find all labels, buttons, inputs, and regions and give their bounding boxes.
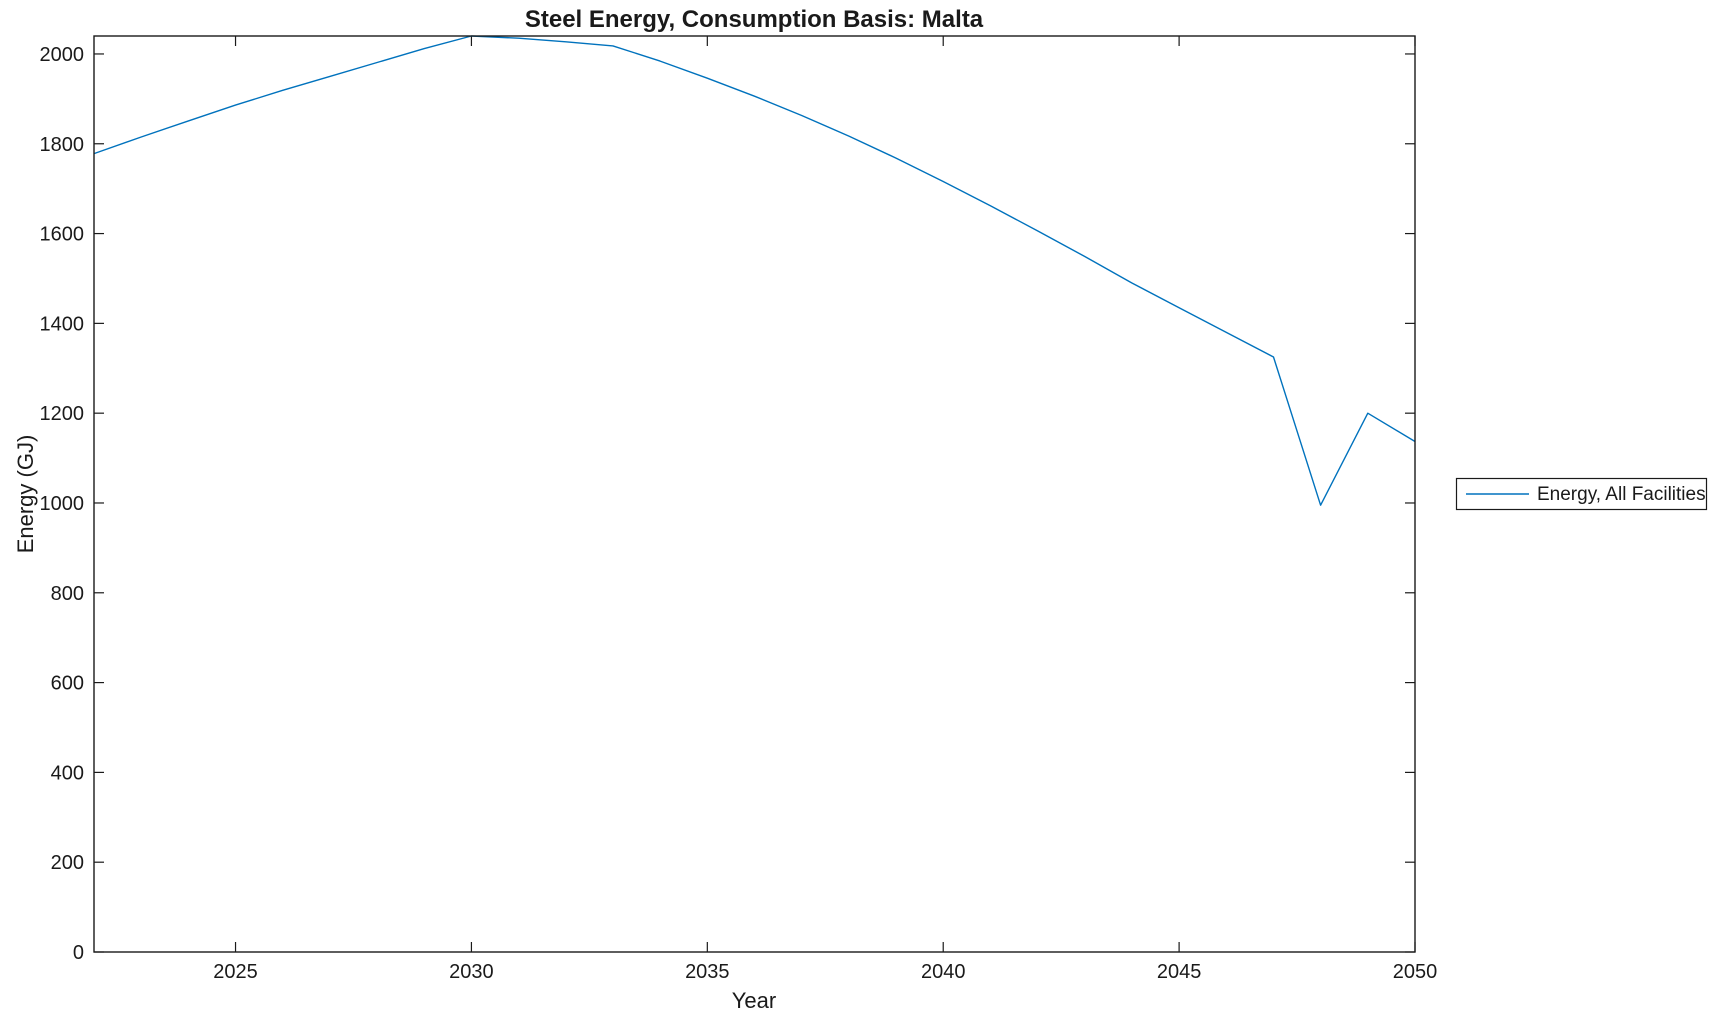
y-tick-label: 1200 (40, 403, 85, 425)
y-tick-label: 200 (51, 852, 84, 874)
x-tick-label: 2030 (449, 961, 494, 983)
y-tick-label: 0 (73, 942, 84, 964)
x-tick-label: 2040 (921, 961, 966, 983)
y-tick-label: 1800 (40, 134, 85, 156)
x-tick-label: 2035 (685, 961, 730, 983)
series-line-energy-all-facilities (93, 35, 1416, 506)
y-tick-label: 1400 (40, 313, 85, 335)
y-tick-label: 2000 (40, 44, 85, 66)
x-tick-label: 2025 (213, 961, 258, 983)
x-axis-label: Year (732, 988, 776, 1013)
y-tick-label: 1000 (40, 493, 85, 515)
plot-area: 2025 2030 2035 2040 2045 2050 0 200 400 600 800 100… (40, 35, 1438, 983)
plot-border (93, 35, 1416, 953)
y-tick-label: 600 (51, 673, 84, 695)
y-tick-label: 1600 (40, 224, 85, 246)
x-tick-label: 2045 (1157, 961, 1202, 983)
y-axis-label: Energy (GJ) (13, 435, 38, 554)
y-tick-label: 400 (51, 762, 84, 784)
y-tick-label: 800 (51, 583, 84, 605)
legend-label: Energy, All Facilities (1537, 484, 1706, 505)
legend: Energy, All Facilities (1455, 477, 1708, 511)
chart-title: Steel Energy, Consumption Basis: Malta (525, 6, 984, 33)
x-tick-label: 2050 (1393, 961, 1438, 983)
